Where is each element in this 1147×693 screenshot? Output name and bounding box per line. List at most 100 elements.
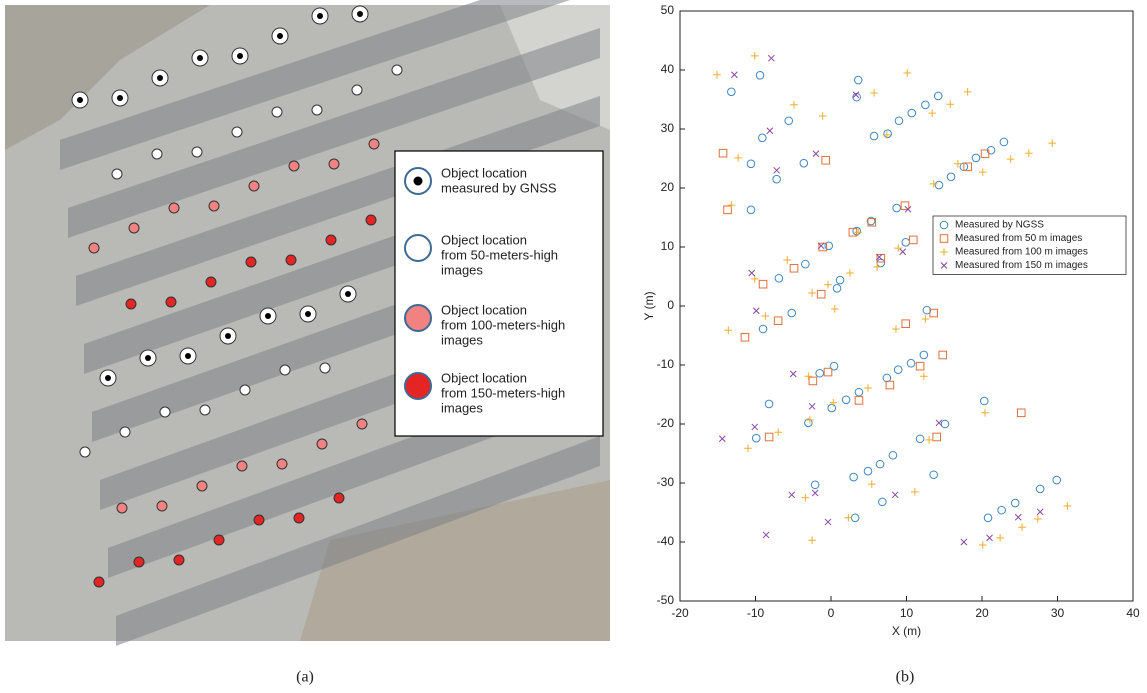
point [816, 289, 826, 299]
photo-marker [351, 84, 363, 96]
point [764, 432, 774, 442]
point [784, 116, 794, 126]
legend-label: Object location [441, 232, 527, 247]
parking-row [60, 0, 570, 170]
point [801, 493, 810, 502]
photo-marker-dot [237, 53, 243, 59]
point [821, 155, 831, 165]
point [751, 433, 761, 443]
point [746, 205, 756, 215]
photo-marker [213, 534, 225, 546]
point [892, 203, 901, 213]
parking-row [68, 28, 600, 238]
point [748, 269, 756, 277]
y-tick-label: 10 [661, 239, 675, 253]
legend-marker-dot [413, 176, 423, 186]
point [824, 241, 834, 251]
point [824, 518, 832, 526]
point [999, 137, 1009, 147]
legend-label: Object location [441, 370, 527, 385]
photo-marker [116, 502, 128, 514]
point [1035, 484, 1045, 494]
point [758, 279, 768, 289]
point [980, 149, 990, 159]
photo-marker-dot [105, 375, 111, 381]
x-tick-label: -10 [747, 606, 765, 620]
point [986, 534, 993, 542]
point [766, 127, 774, 135]
x-tick-label: 10 [900, 606, 914, 620]
legend-box [932, 215, 1127, 275]
legend-marker [939, 234, 949, 243]
point [863, 466, 873, 476]
point [761, 312, 770, 320]
point [783, 256, 792, 264]
photo-marker [205, 276, 217, 288]
y-tick-label: 50 [661, 3, 675, 17]
point [875, 459, 885, 469]
point [790, 101, 798, 109]
x-tick-label: 0 [828, 606, 835, 620]
point [921, 315, 930, 323]
photo-marker [325, 234, 337, 246]
point [978, 541, 987, 549]
photo-marker-dot [197, 55, 203, 61]
point [773, 316, 783, 326]
photo-marker [199, 404, 211, 416]
point [971, 153, 981, 163]
parking-row [76, 96, 600, 306]
point [929, 470, 938, 480]
point [734, 154, 742, 162]
point [963, 88, 972, 96]
point [787, 308, 797, 318]
y-tick-label: 40 [661, 62, 675, 76]
point [873, 263, 881, 271]
photo-marker [328, 158, 340, 170]
point [812, 150, 820, 158]
point [713, 70, 721, 79]
point [727, 201, 736, 209]
y-tick-label: 30 [661, 121, 675, 135]
point [938, 350, 948, 360]
photo-marker [191, 146, 203, 158]
photo-marker [368, 138, 380, 150]
point [978, 168, 987, 176]
legend-label: images [441, 400, 483, 415]
point [1010, 498, 1020, 508]
photo-marker [159, 406, 171, 418]
point [919, 350, 929, 360]
point [907, 108, 917, 118]
y-tick-label: -20 [657, 416, 675, 430]
point [846, 269, 854, 277]
point [878, 497, 887, 507]
point [818, 112, 827, 120]
point [789, 263, 799, 273]
legend-label: Measured from 150 m images [955, 260, 1088, 271]
point [1018, 523, 1026, 532]
point [808, 289, 816, 297]
point [801, 259, 810, 269]
point [867, 217, 877, 227]
point [764, 399, 774, 409]
photo-marker [248, 180, 260, 192]
x-tick-label: 40 [1126, 606, 1140, 620]
photo-marker [196, 480, 208, 492]
x-tick-label: 20 [975, 606, 989, 620]
plot-frame [679, 10, 1134, 602]
point [981, 408, 989, 417]
point [935, 419, 943, 427]
x-tick-label: -20 [671, 606, 689, 620]
point [864, 384, 872, 392]
point [746, 159, 756, 169]
point [808, 536, 816, 545]
point [751, 423, 759, 431]
point [829, 398, 838, 407]
point [1006, 155, 1015, 163]
point [744, 444, 752, 452]
point [799, 158, 809, 168]
legend-label: Measured by NGSS [955, 220, 1044, 231]
legend-label: Measured from 50 m images [955, 233, 1082, 244]
point [954, 160, 962, 168]
photo-marker [93, 576, 105, 588]
